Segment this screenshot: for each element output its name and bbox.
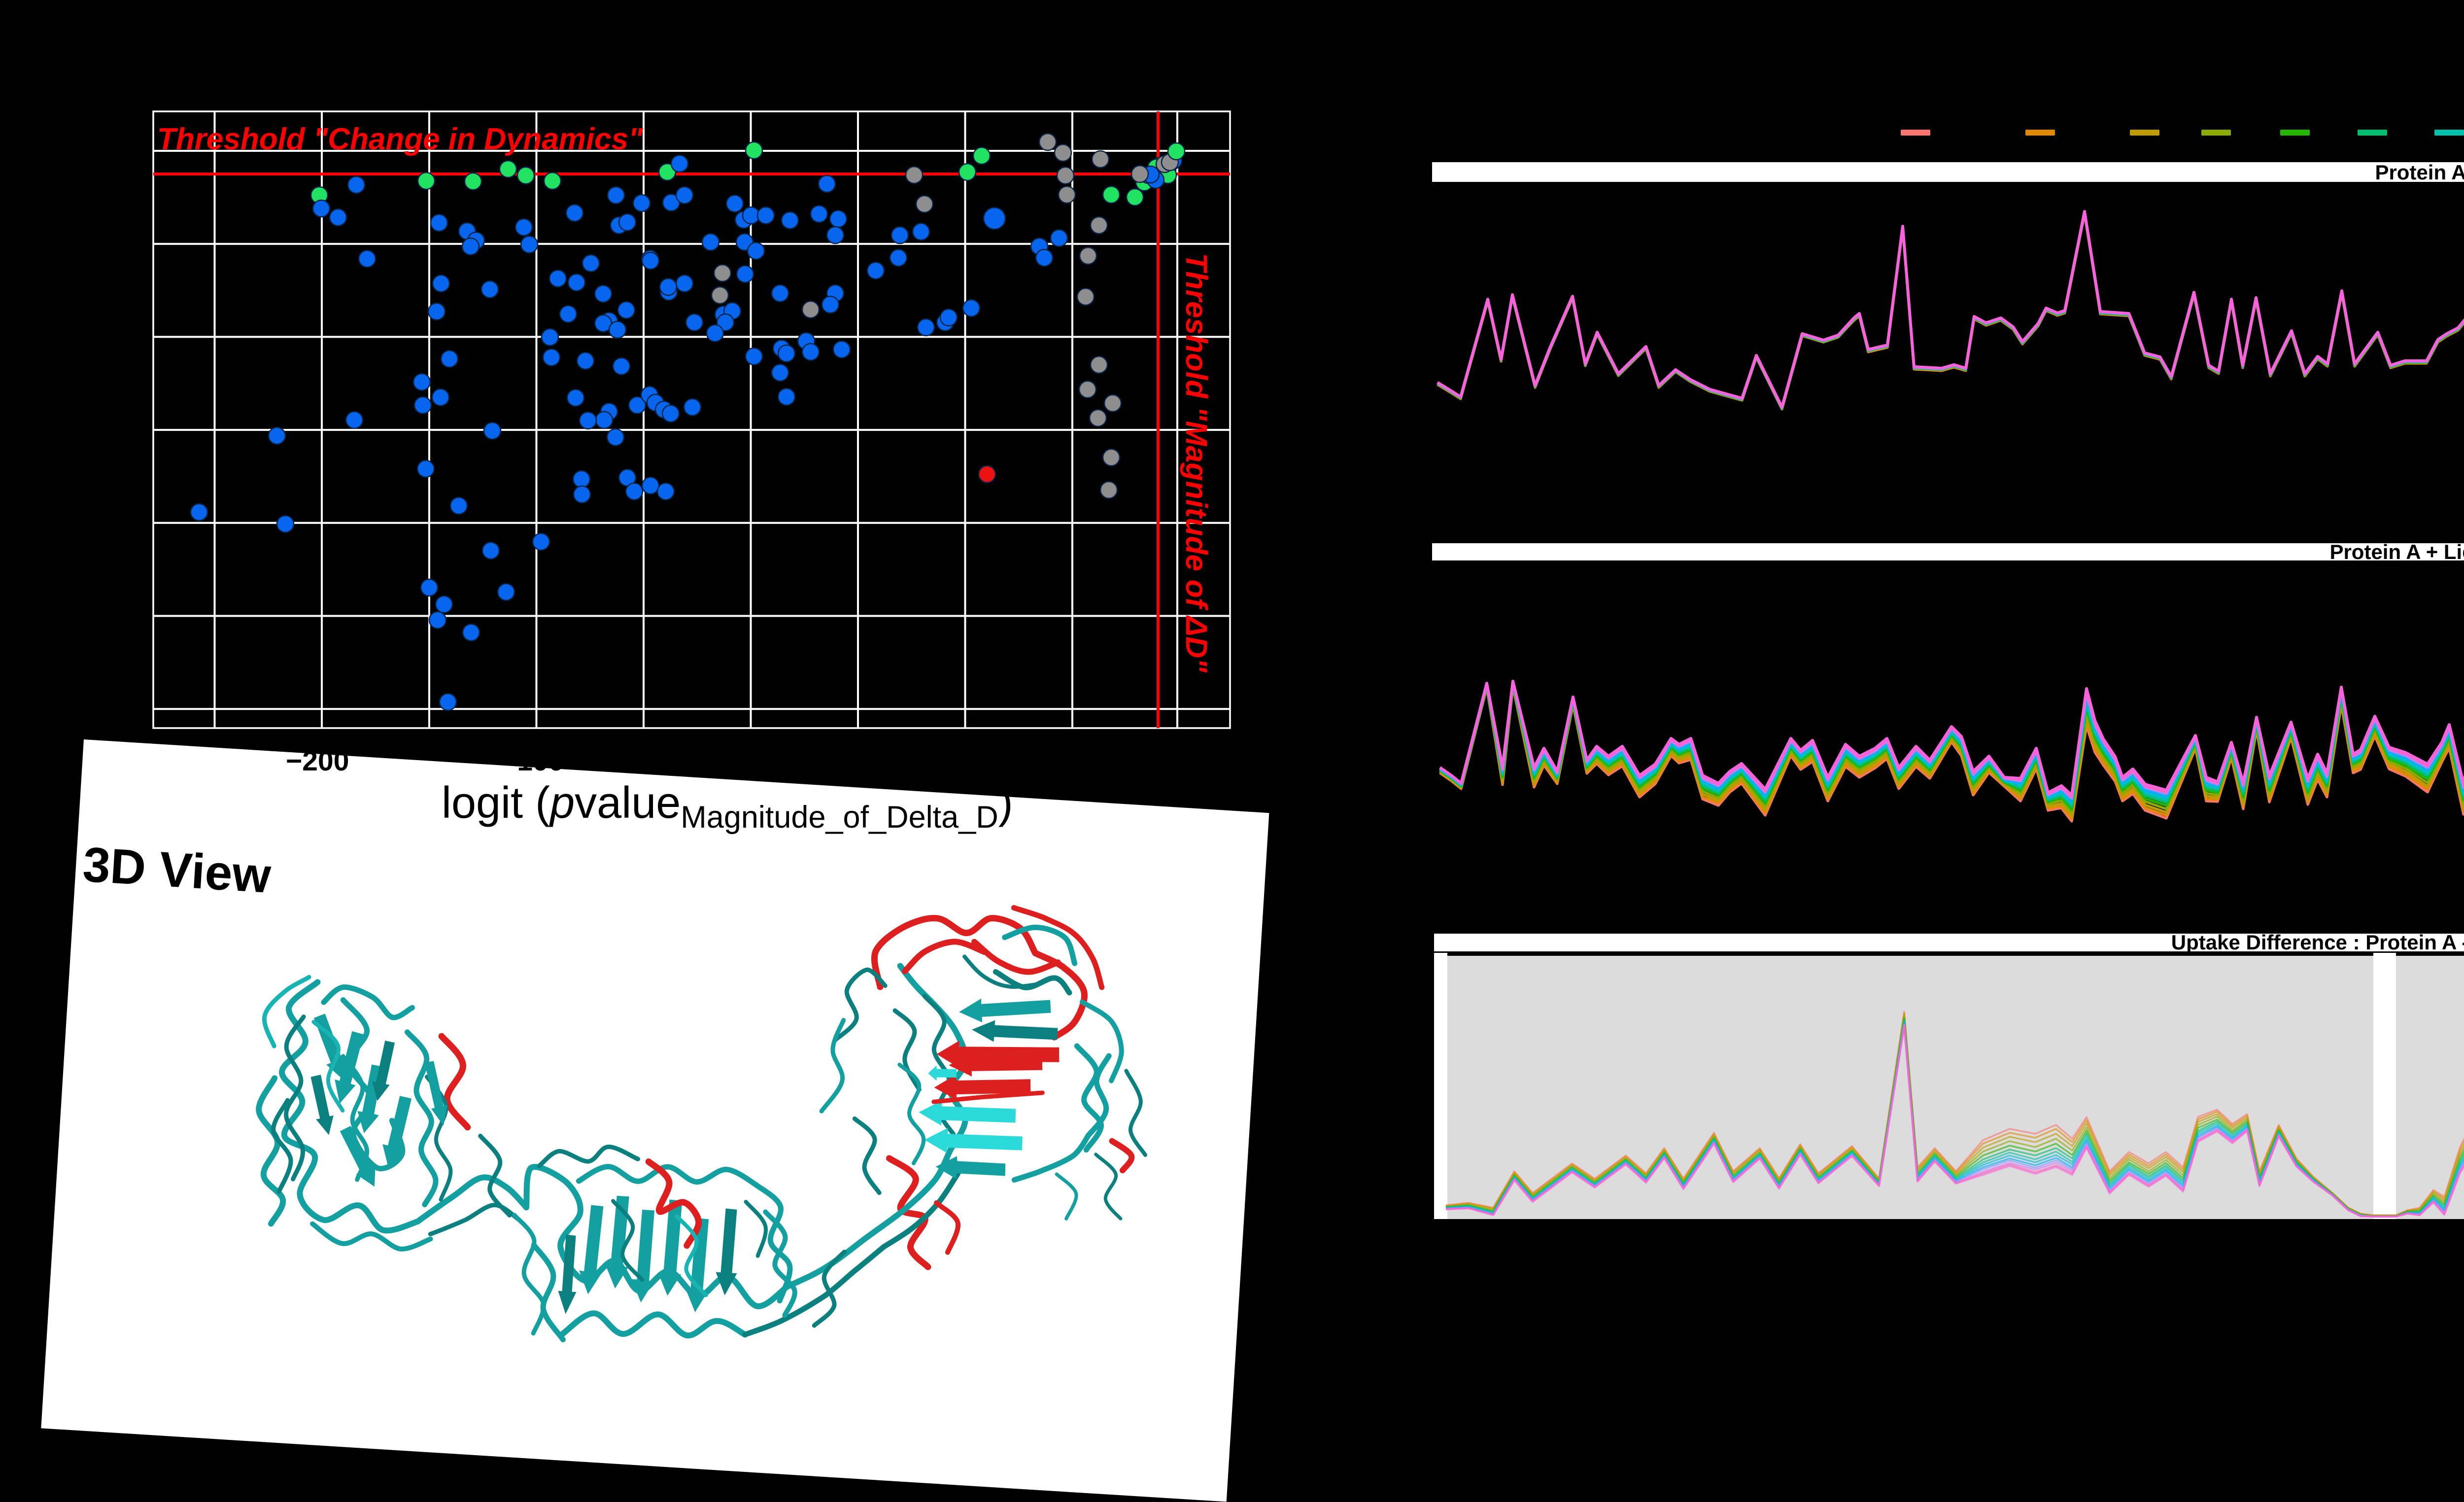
svg-text:Uptake Difference : Protein A: Uptake Difference : Protein A - (Protein…	[2171, 931, 2464, 954]
svg-text:Threshold "Change in Dynamics": Threshold "Change in Dynamics"	[157, 122, 644, 156]
svg-text:Threshold "Magnitude of ΔD": Threshold "Magnitude of ΔD"	[1180, 253, 1213, 673]
svg-text:Protein A + Ligand: Protein A + Ligand	[2329, 540, 2464, 563]
svg-text:Protein A: Protein A	[2375, 161, 2464, 184]
